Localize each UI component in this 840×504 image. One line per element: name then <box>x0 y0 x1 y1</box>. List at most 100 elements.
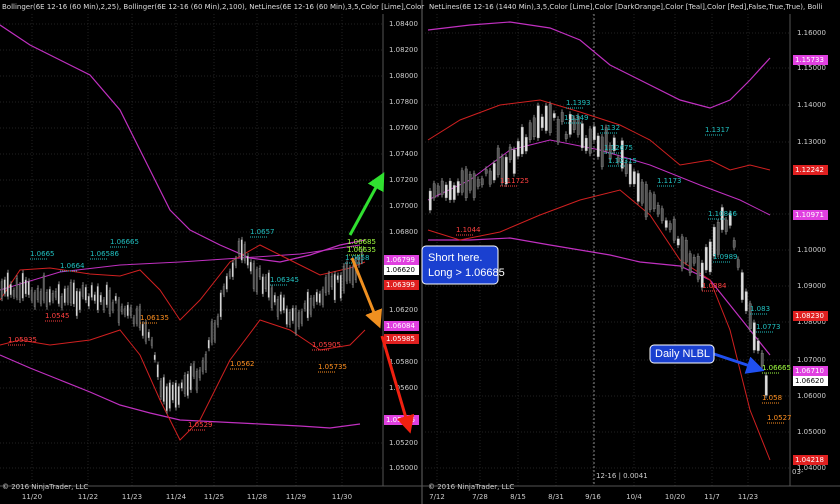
candle-body <box>740 272 744 300</box>
candle-body <box>444 184 448 199</box>
level-label: 1.0527 <box>767 414 792 422</box>
candle-body <box>231 262 234 278</box>
candle-body <box>12 290 15 297</box>
candle-body <box>428 190 432 211</box>
level-label: 1.06345 <box>270 276 299 284</box>
candle-body <box>93 294 96 301</box>
candle-body <box>54 291 57 298</box>
arrow <box>713 352 765 374</box>
x-tick-label: 10/4 <box>626 493 642 501</box>
candle-body <box>636 173 640 202</box>
candle-body <box>24 279 27 295</box>
candle-body <box>18 284 21 301</box>
candle-body <box>0 281 3 299</box>
price-badge <box>793 210 828 220</box>
candle-body <box>300 311 303 324</box>
candle-body <box>207 339 210 349</box>
candle-body <box>764 375 768 396</box>
candle-body <box>135 308 138 324</box>
candle-body <box>632 171 636 185</box>
x-tick-label: 10/20 <box>665 493 685 501</box>
candle-body <box>716 222 720 255</box>
price-badge <box>384 321 419 331</box>
axis-fragment: 03- <box>792 468 804 476</box>
candle-body <box>724 219 728 232</box>
level-label: 1.0664 <box>60 262 85 270</box>
band <box>427 99 771 171</box>
y-tick-label: 1.15000 <box>797 64 826 72</box>
candle-body <box>544 105 548 131</box>
copyright: © 2016 NinjaTrader, LLC <box>428 483 514 491</box>
candle-body <box>276 298 279 317</box>
candle-body <box>186 373 189 396</box>
candle-body <box>234 258 237 266</box>
candle-body <box>195 371 198 391</box>
x-tick-label: 8/31 <box>548 493 564 501</box>
candle-body <box>536 105 540 139</box>
y-tick-label: 1.08400 <box>389 20 418 28</box>
candle-body <box>81 285 84 297</box>
header: Bollinger(6E 12-16 (60 Min),2,25), Bolli… <box>2 3 424 11</box>
x-tick-label: 11/7 <box>704 493 720 501</box>
candle-body <box>648 192 652 210</box>
price-badge <box>793 311 828 321</box>
arrow <box>350 257 382 329</box>
candle-body <box>279 294 282 312</box>
candle-body <box>213 322 216 341</box>
candle-body <box>30 289 33 301</box>
level-label: 1.0773 <box>756 323 781 331</box>
candle-body <box>273 295 276 303</box>
candle-body <box>36 288 39 300</box>
candle-body <box>21 272 24 299</box>
candle-body <box>9 284 12 295</box>
level-label: 1.06135 <box>140 314 169 322</box>
candle-body <box>440 180 444 195</box>
candle-body <box>171 384 174 401</box>
annotation: Daily NLBL <box>655 348 710 360</box>
y-tick-label: 1.05200 <box>389 439 418 447</box>
candle-body <box>732 240 736 248</box>
header: NetLines(6E 12-16 (1440 Min),3,5,Color [… <box>429 3 822 11</box>
candle-body <box>333 274 336 301</box>
candle-body <box>78 291 81 310</box>
candle-body <box>267 272 270 298</box>
candle-body <box>357 257 360 265</box>
candle-body <box>464 168 468 199</box>
candle-body <box>600 136 604 167</box>
level-label: 1.12675 <box>604 144 633 152</box>
candle-body <box>351 267 354 286</box>
y-tick-label: 1.07200 <box>389 176 418 184</box>
candle-body <box>452 185 456 200</box>
candle-body <box>177 386 180 405</box>
candle-body <box>243 244 246 261</box>
candle-body <box>189 365 192 391</box>
candle-body <box>129 307 132 316</box>
band <box>427 21 771 109</box>
level-label: 1.0657 <box>250 228 275 236</box>
candle-body <box>360 251 363 262</box>
candle-body <box>237 240 240 254</box>
candle-body <box>756 340 760 351</box>
annotation-box <box>421 245 499 285</box>
y-tick-label: 1.05600 <box>389 384 418 392</box>
candle-body <box>183 375 186 394</box>
candle-body <box>556 119 560 143</box>
candle-body <box>156 364 159 378</box>
candle-body <box>63 288 66 303</box>
y-tick-label: 1.13000 <box>797 138 826 146</box>
candle-body <box>696 256 700 280</box>
x-tick-label: 11/20 <box>22 493 42 501</box>
candle-body <box>436 185 440 195</box>
level-label: 1.132 <box>600 124 620 132</box>
y-tick-label: 1.04000 <box>797 464 826 472</box>
y-tick-label: 1.05000 <box>797 428 826 436</box>
candle-body <box>640 181 644 204</box>
candle-body <box>576 116 580 135</box>
candle-body <box>552 113 556 118</box>
candle-body <box>159 380 162 397</box>
level-label: 1.05935 <box>8 336 37 344</box>
candle-body <box>500 156 504 183</box>
candle-body <box>336 275 339 280</box>
y-tick-label: 1.14000 <box>797 101 826 109</box>
